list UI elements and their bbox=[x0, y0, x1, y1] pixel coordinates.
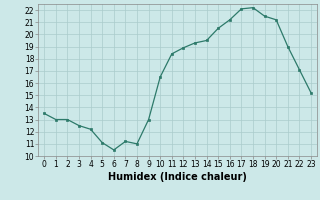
X-axis label: Humidex (Indice chaleur): Humidex (Indice chaleur) bbox=[108, 172, 247, 182]
